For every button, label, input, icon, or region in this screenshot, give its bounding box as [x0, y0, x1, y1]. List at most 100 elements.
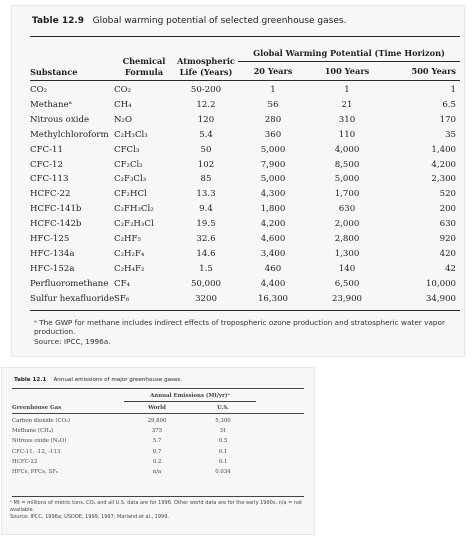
- cell-substance: CFC-113: [30, 174, 69, 185]
- header-greenhouse-gas: Greenhouse Gas: [12, 404, 62, 411]
- cell-life: 1.5: [199, 263, 213, 274]
- table-row: CFC-11 CFCl₃ 50 5,000 4,000 1,400: [30, 143, 460, 158]
- header-substance: Substance: [30, 67, 78, 77]
- cell-formula: C₂H₄F₂: [114, 263, 145, 274]
- table-1-notes: ᵃ The GWP for methane includes indirect …: [34, 318, 458, 346]
- header-gwp-group: Global Warming Potential (Time Horizon): [238, 48, 461, 62]
- cell-gas: CFC-11, -12, -113: [12, 448, 61, 455]
- table-row: Methylchloroform C₂H₃Cl₃ 5.4 360 110 35: [30, 128, 460, 143]
- table-row: Sulfur hexafluoride SF₆ 3200 16,300 23,900 34…: [30, 292, 460, 307]
- cell-y500: 920: [439, 234, 457, 245]
- cell-y500: 42: [445, 263, 457, 274]
- cell-formula: C₂FH₃Cl₂: [114, 204, 154, 215]
- cell-world: 0.7: [152, 448, 162, 455]
- cell-substance: CO₂: [30, 85, 48, 95]
- cell-y20: 4,200: [260, 219, 286, 230]
- cell-y500: 2,300: [431, 174, 457, 185]
- header-20-years: 20 Years: [253, 66, 293, 76]
- table-2-label: Table 12.1: [14, 377, 47, 383]
- cell-substance: HCFC-22: [30, 189, 71, 200]
- cell-y100: 1,700: [334, 189, 360, 200]
- table-2-top-rule: [12, 388, 304, 389]
- cell-life: 50,000: [190, 278, 222, 289]
- table-row: CFC-12 CF₂Cl₂ 102 7,900 8,500 4,200: [30, 158, 460, 173]
- cell-y500: 420: [439, 248, 457, 259]
- table-2-bottom-rule: [12, 496, 304, 497]
- header-formula: Chemical Formula: [122, 56, 166, 77]
- cell-y500: 6.5: [442, 99, 457, 110]
- cell-y500: 1: [450, 85, 457, 95]
- table-1-title: Global warming potential of selected gre…: [92, 16, 347, 26]
- cell-life: 9.4: [199, 204, 213, 215]
- table-row: CFC-113 C₂F₃Cl₃ 85 5,000 5,000 2,300: [30, 172, 460, 187]
- table-1-bottom-rule: [30, 310, 460, 311]
- table-1-label: Table 12.9: [32, 16, 85, 26]
- cell-substance: HFC-134a: [30, 248, 75, 259]
- header-lifetime: Atmospheric Life (Years): [176, 56, 236, 77]
- table-1-caption: Table 12.9 Global warming potential of s…: [32, 16, 346, 26]
- cell-substance: Methaneᵃ: [30, 99, 72, 110]
- cell-substance: HFC-125: [30, 234, 70, 245]
- header-us: U.S.: [217, 405, 229, 411]
- table-2-caption: Table 12.1 Annual emissions of major gre…: [14, 377, 182, 383]
- table-row: HFC-152a C₂H₄F₂ 1.5 460 140 42: [30, 262, 460, 277]
- cell-formula: C₂H₃Cl₃: [114, 129, 148, 140]
- table-2: Annual Emissions (Mt/yr)ᵃ Greenhouse Gas…: [12, 392, 304, 477]
- cell-us: 0.1: [218, 458, 228, 465]
- table-row: HCFC-141b C₂FH₃Cl₂ 9.4 1,800 630 200: [30, 202, 460, 217]
- cell-formula: SF₆: [114, 293, 130, 304]
- cell-gas: HCFC-22: [12, 458, 38, 465]
- cell-substance: HFC-152a: [30, 263, 75, 274]
- table-2-title: Annual emissions of major greenhouse gas…: [53, 377, 183, 383]
- cell-y500: 630: [439, 219, 457, 230]
- cell-y100: 5,000: [334, 174, 360, 185]
- table-row: HFC-134a C₂H₂F₄ 14.6 3,400 1,300 420: [30, 247, 460, 262]
- cell-substance: Perfluoromethane: [30, 278, 109, 289]
- cell-substance: Nitrous oxide: [30, 114, 90, 125]
- cell-y100: 6,500: [334, 278, 360, 289]
- table-1-top-rule: [30, 36, 460, 37]
- cell-y500: 34,900: [425, 293, 457, 304]
- table-row: Carbon dioxide (CO₂) 29,800 5,300: [12, 416, 304, 426]
- cell-substance: CFC-11: [30, 144, 63, 155]
- cell-us: 5,300: [215, 418, 231, 424]
- cell-y20: 56: [267, 99, 279, 110]
- cell-gas: Carbon dioxide (CO₂): [12, 418, 71, 424]
- table-row: Nitrous oxide N₂O 120 280 310 170: [30, 113, 460, 128]
- cell-substance: HCFC-142b: [30, 219, 82, 230]
- cell-world: n/a: [152, 469, 162, 476]
- cell-y100: 2,800: [334, 234, 360, 245]
- cell-y20: 1: [270, 85, 276, 95]
- cell-life: 5.4: [199, 129, 213, 140]
- cell-formula: C₂F₂H₃Cl: [114, 219, 154, 230]
- cell-us: 0.1: [218, 448, 228, 455]
- table-row: CFC-11, -12, -113 0.7 0.1: [12, 447, 304, 457]
- cell-y20: 460: [264, 263, 282, 274]
- cell-formula: CF₄: [114, 278, 130, 289]
- cell-y100: 140: [338, 263, 356, 274]
- cell-life: 85: [200, 174, 212, 185]
- table-row: HFC-125 C₂HF₅ 32.6 4,600 2,800 920: [30, 232, 460, 247]
- table-row: HCFC-22 CF₂HCl 13.3 4,300 1,700 520: [30, 187, 460, 202]
- cell-formula: C₂HF₅: [114, 234, 141, 245]
- cell-y500: 520: [439, 189, 457, 200]
- cell-y100: 1,300: [334, 248, 360, 259]
- cell-y20: 5,000: [260, 174, 286, 185]
- cell-y100: 1: [344, 85, 350, 95]
- cell-formula: N₂O: [114, 114, 133, 125]
- cell-y500: 170: [439, 114, 457, 125]
- header-100-years: 100 Years: [324, 66, 370, 76]
- table-12-9-panel: Table 12.9 Global warming potential of s…: [12, 6, 464, 356]
- cell-y500: 10,000: [425, 278, 457, 289]
- cell-gas: HFCs, PFCs, SF₆: [12, 469, 59, 476]
- cell-life: 13.3: [196, 189, 216, 200]
- cell-us: 0.034: [215, 469, 231, 476]
- cell-formula: C₂H₂F₄: [114, 248, 145, 259]
- cell-y20: 1,800: [260, 204, 286, 215]
- cell-y20: 3,400: [260, 248, 286, 259]
- cell-formula: CFCl₃: [114, 144, 140, 155]
- cell-life: 3200: [195, 293, 217, 304]
- cell-substance: HCFC-141b: [30, 204, 82, 215]
- cell-y100: 110: [338, 129, 356, 140]
- table-12-1-panel: Table 12.1 Annual emissions of major gre…: [2, 368, 314, 534]
